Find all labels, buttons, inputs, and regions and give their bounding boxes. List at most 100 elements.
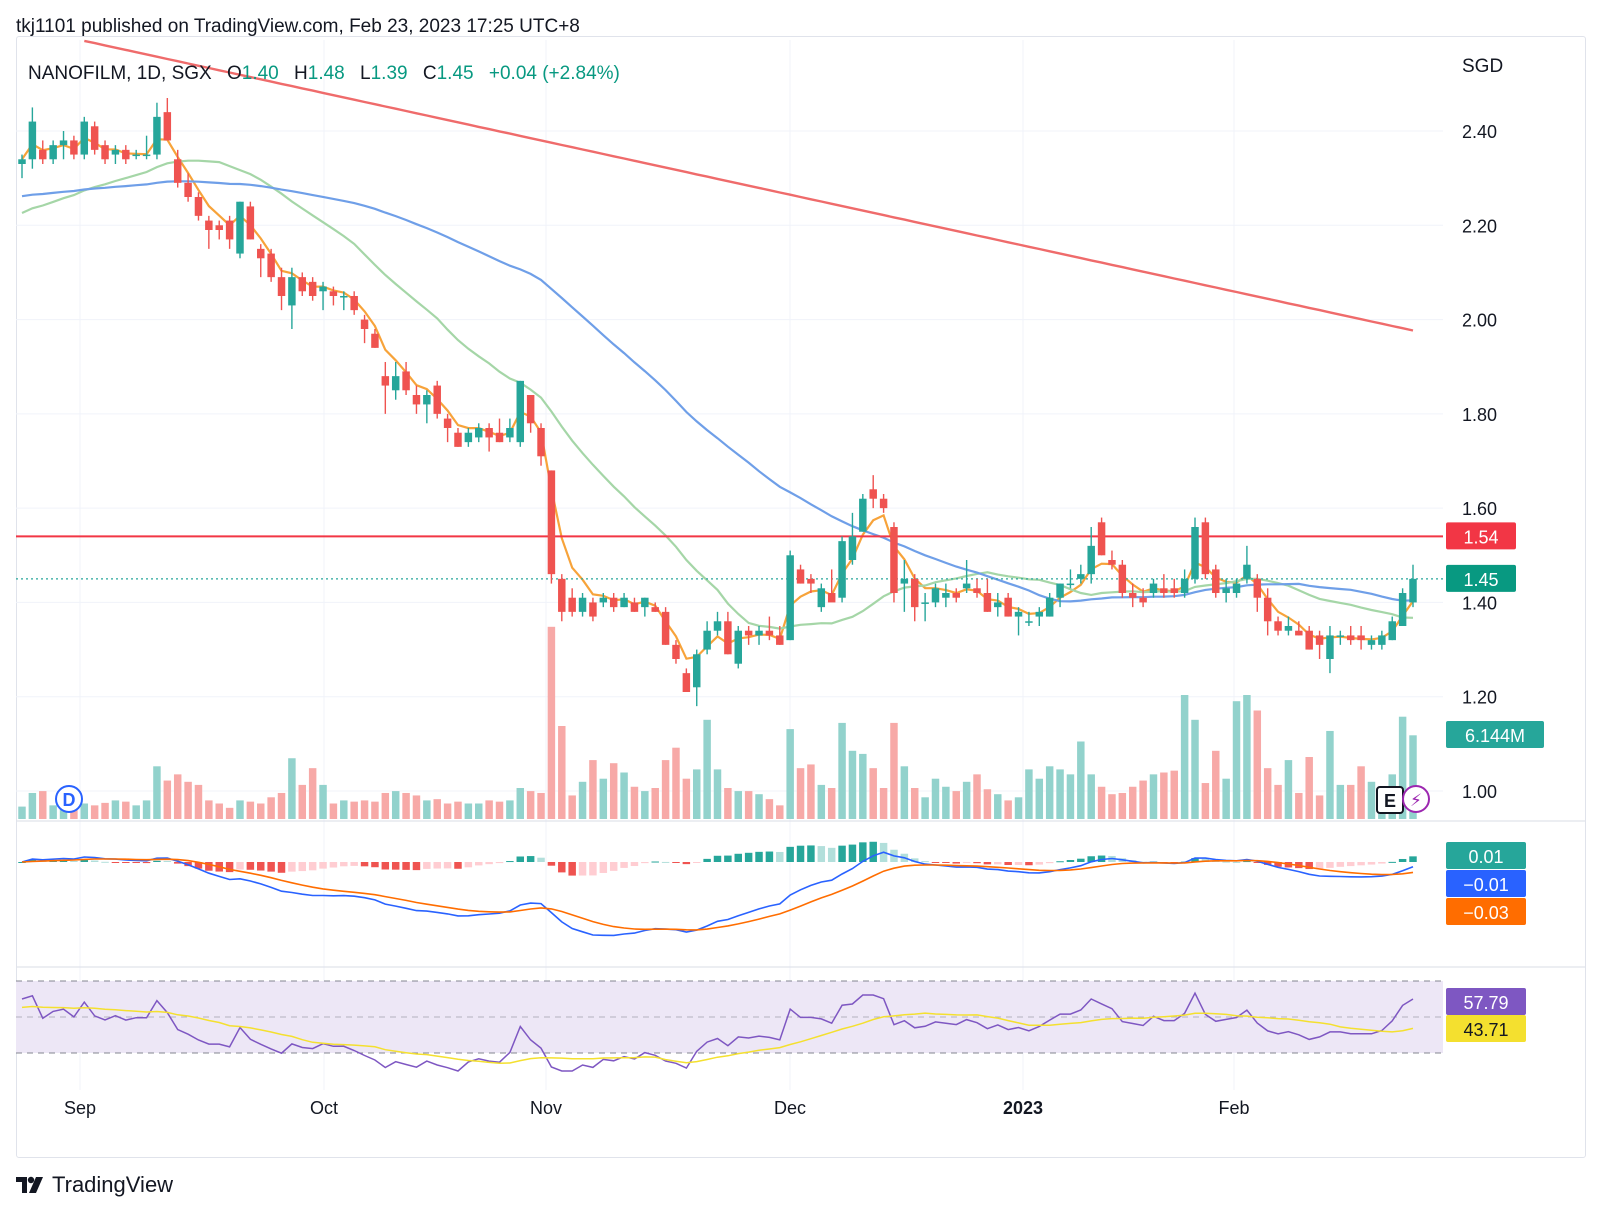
- candle[interactable]: [443, 413, 452, 443]
- candle[interactable]: [869, 475, 877, 509]
- candle[interactable]: [1077, 564, 1085, 584]
- candle[interactable]: [267, 248, 275, 282]
- candle[interactable]: [983, 578, 992, 612]
- candle[interactable]: [724, 611, 732, 655]
- candle[interactable]: [122, 145, 130, 164]
- candle[interactable]: [755, 626, 763, 645]
- candle[interactable]: [516, 380, 525, 447]
- candle[interactable]: [744, 626, 753, 645]
- candle[interactable]: [641, 597, 649, 617]
- candle[interactable]: [371, 329, 379, 348]
- candle[interactable]: [703, 621, 711, 655]
- earnings-marker[interactable]: E: [1376, 786, 1404, 814]
- candle[interactable]: [215, 220, 223, 240]
- candle[interactable]: [682, 668, 691, 692]
- candle[interactable]: [1243, 545, 1251, 584]
- candle[interactable]: [900, 560, 909, 612]
- candle[interactable]: [49, 140, 57, 164]
- candle[interactable]: [59, 131, 68, 160]
- candle[interactable]: [962, 560, 971, 593]
- candle[interactable]: [80, 116, 89, 160]
- candle[interactable]: [734, 626, 742, 669]
- candle[interactable]: [173, 149, 182, 188]
- candle[interactable]: [568, 588, 576, 617]
- candle[interactable]: [910, 574, 919, 622]
- candle[interactable]: [319, 281, 327, 311]
- candle[interactable]: [329, 286, 338, 306]
- candle[interactable]: [236, 201, 244, 259]
- candle[interactable]: [90, 121, 99, 155]
- candle[interactable]: [1180, 569, 1189, 598]
- candle[interactable]: [381, 362, 390, 414]
- candle[interactable]: [288, 267, 296, 329]
- candle[interactable]: [1149, 578, 1158, 598]
- candle[interactable]: [1263, 588, 1272, 636]
- candle[interactable]: [257, 244, 265, 278]
- candle[interactable]: [184, 173, 192, 202]
- candle[interactable]: [1056, 583, 1064, 608]
- candle[interactable]: [931, 583, 940, 608]
- candle[interactable]: [495, 418, 504, 443]
- candle[interactable]: [1378, 630, 1386, 650]
- candle[interactable]: [817, 583, 826, 612]
- candle[interactable]: [786, 550, 794, 641]
- tradingview-brand[interactable]: TradingView: [16, 1172, 173, 1198]
- candle[interactable]: [360, 314, 369, 344]
- candle[interactable]: [1336, 630, 1345, 645]
- candle[interactable]: [1201, 517, 1210, 579]
- candle[interactable]: [1295, 621, 1303, 636]
- candle[interactable]: [1045, 593, 1054, 617]
- candle[interactable]: [693, 649, 701, 707]
- candle[interactable]: [1346, 626, 1355, 645]
- candle[interactable]: [340, 291, 348, 311]
- candle[interactable]: [1035, 607, 1044, 626]
- candle[interactable]: [848, 512, 857, 565]
- candle[interactable]: [890, 522, 898, 603]
- candle[interactable]: [1232, 578, 1241, 598]
- candle[interactable]: [973, 578, 981, 598]
- candle[interactable]: [827, 569, 836, 603]
- candle[interactable]: [1004, 593, 1012, 617]
- candle[interactable]: [225, 215, 234, 249]
- candle[interactable]: [1108, 550, 1116, 570]
- candle[interactable]: [1066, 569, 1075, 589]
- candle[interactable]: [391, 362, 400, 400]
- candle[interactable]: [1367, 635, 1376, 650]
- candle[interactable]: [433, 380, 441, 419]
- candle[interactable]: [1097, 517, 1106, 556]
- candle[interactable]: [1274, 616, 1282, 636]
- candle[interactable]: [277, 267, 286, 311]
- candle[interactable]: [879, 494, 888, 513]
- candle[interactable]: [609, 593, 618, 612]
- candle[interactable]: [1284, 616, 1293, 636]
- candle[interactable]: [412, 385, 421, 414]
- candle[interactable]: [1388, 616, 1396, 641]
- candle[interactable]: [402, 362, 410, 395]
- candle[interactable]: [807, 574, 815, 593]
- candle[interactable]: [1160, 574, 1168, 598]
- candle[interactable]: [547, 470, 556, 584]
- candle[interactable]: [1222, 578, 1230, 603]
- candle[interactable]: [838, 536, 846, 603]
- candle[interactable]: [661, 607, 670, 645]
- candle[interactable]: [475, 423, 483, 443]
- candle[interactable]: [153, 102, 161, 160]
- candle[interactable]: [765, 616, 774, 641]
- candle[interactable]: [111, 145, 120, 164]
- candle[interactable]: [1305, 626, 1313, 650]
- candle[interactable]: [454, 428, 462, 447]
- candle[interactable]: [578, 593, 587, 617]
- candle[interactable]: [1357, 626, 1365, 650]
- candle[interactable]: [506, 418, 514, 443]
- candle[interactable]: [1253, 574, 1262, 612]
- candle[interactable]: [101, 140, 109, 164]
- candle[interactable]: [1212, 564, 1220, 598]
- candle[interactable]: [537, 423, 545, 466]
- candle[interactable]: [308, 277, 317, 301]
- candle[interactable]: [796, 564, 805, 584]
- candle[interactable]: [651, 602, 659, 612]
- candle[interactable]: [859, 494, 867, 532]
- candle[interactable]: [942, 583, 950, 608]
- candle[interactable]: [1139, 588, 1147, 608]
